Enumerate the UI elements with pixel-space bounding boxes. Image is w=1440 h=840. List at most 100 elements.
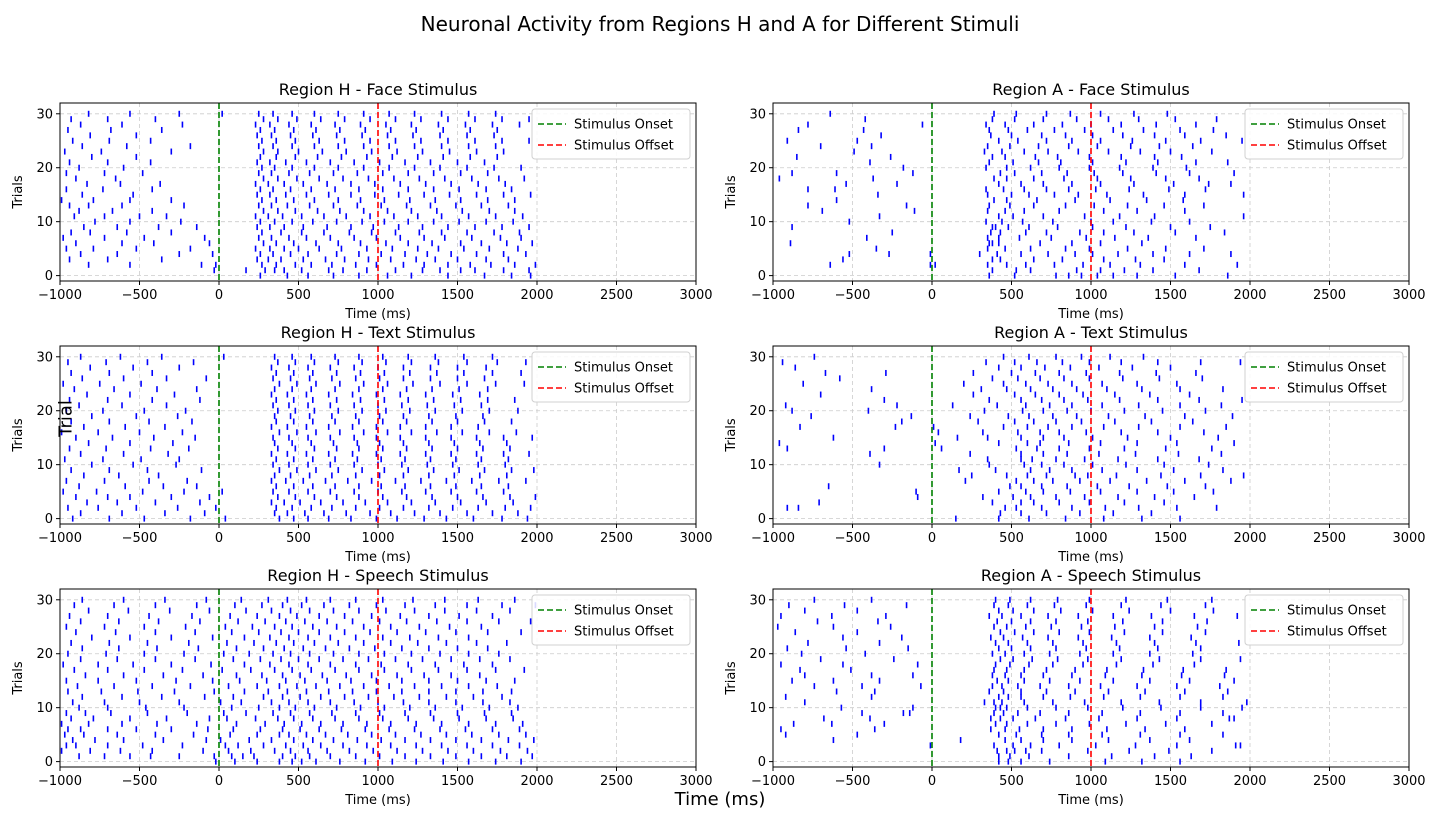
y-tick-label: 20 xyxy=(36,647,53,662)
legend-label: Stimulus Onset xyxy=(574,604,673,619)
x-tick-label: 1000 xyxy=(361,288,394,303)
x-tick-label: 2000 xyxy=(1233,531,1266,546)
x-tick-label: 500 xyxy=(286,774,311,789)
y-tick-label: 0 xyxy=(45,269,53,284)
spike-raster xyxy=(778,353,1245,522)
legend: Stimulus Onset Stimulus Offset xyxy=(531,108,691,160)
x-tick-label: 2000 xyxy=(520,774,553,789)
subplot-6: −1000 −500 0 500 1000 1500 2000 2500 3000 0 10 20 30… xyxy=(724,566,1426,808)
x-axis-label: Time (ms) xyxy=(1057,793,1124,808)
x-tick-label: 3000 xyxy=(679,531,712,546)
x-tick-label: 1000 xyxy=(361,774,394,789)
legend-label: Stimulus Onset xyxy=(1287,604,1386,619)
y-tick-label: 10 xyxy=(749,458,766,473)
x-tick-label: −1000 xyxy=(38,774,82,789)
y-axis-label: Trials xyxy=(724,418,739,453)
y-tick-label: 20 xyxy=(749,647,766,662)
figure-title: Neuronal Activity from Regions H and A f… xyxy=(420,12,1020,36)
legend: Stimulus Onset Stimulus Offset xyxy=(1244,351,1404,403)
x-tick-label: 500 xyxy=(286,531,311,546)
legend-label: Stimulus Offset xyxy=(574,382,674,397)
y-axis-label: Trials xyxy=(11,418,26,453)
x-axis-label: Time (ms) xyxy=(344,550,411,565)
y-tick-label: 0 xyxy=(758,269,766,284)
spike-raster xyxy=(776,596,1248,765)
x-tick-label: 0 xyxy=(928,774,936,789)
x-axis-label: Time (ms) xyxy=(344,793,411,808)
figure-x-label: Time (ms) xyxy=(674,789,766,810)
x-tick-label: 500 xyxy=(999,288,1024,303)
x-tick-label: −1000 xyxy=(38,288,82,303)
legend: Stimulus Onset Stimulus Offset xyxy=(531,594,691,646)
y-tick-label: 30 xyxy=(749,350,766,365)
y-axis-label: Trials xyxy=(724,175,739,210)
x-tick-label: 2500 xyxy=(600,288,633,303)
x-axis-label: Time (ms) xyxy=(1057,307,1124,322)
y-tick-label: 20 xyxy=(36,404,53,419)
x-tick-label: 1500 xyxy=(1154,774,1187,789)
y-tick-label: 20 xyxy=(36,161,53,176)
legend-label: Stimulus Onset xyxy=(574,361,673,376)
x-tick-label: −1000 xyxy=(751,531,795,546)
x-tick-label: 1500 xyxy=(441,531,474,546)
y-tick-label: 20 xyxy=(749,404,766,419)
spike-raster xyxy=(60,110,537,279)
x-axis-label: Time (ms) xyxy=(344,307,411,322)
legend-label: Stimulus Onset xyxy=(574,118,673,133)
y-tick-label: 20 xyxy=(749,161,766,176)
x-tick-label: 2500 xyxy=(1313,288,1346,303)
y-tick-label: 10 xyxy=(36,458,53,473)
legend: Stimulus Onset Stimulus Offset xyxy=(531,351,691,403)
legend-label: Stimulus Offset xyxy=(574,139,674,154)
x-tick-label: 1500 xyxy=(1154,288,1187,303)
legend-box xyxy=(531,351,691,403)
x-tick-label: 3000 xyxy=(1392,774,1425,789)
legend-label: Stimulus Onset xyxy=(1287,118,1386,133)
y-tick-label: 30 xyxy=(36,593,53,608)
y-tick-label: 10 xyxy=(36,215,53,230)
legend-box xyxy=(1244,594,1404,646)
figure-y-label: Trial xyxy=(55,400,77,437)
x-tick-label: 3000 xyxy=(1392,531,1425,546)
x-tick-label: 2000 xyxy=(520,288,553,303)
x-tick-label: 500 xyxy=(999,774,1024,789)
y-tick-label: 10 xyxy=(749,701,766,716)
x-tick-label: 0 xyxy=(928,288,936,303)
y-tick-label: 0 xyxy=(758,512,766,527)
legend: Stimulus Onset Stimulus Offset xyxy=(1244,108,1404,160)
y-tick-label: 10 xyxy=(749,215,766,230)
legend: Stimulus Onset Stimulus Offset xyxy=(1244,594,1404,646)
x-tick-label: 500 xyxy=(999,531,1024,546)
subplot-title: Region H - Speech Stimulus xyxy=(267,566,488,585)
x-tick-label: −500 xyxy=(835,774,871,789)
x-tick-label: 1500 xyxy=(441,288,474,303)
legend-label: Stimulus Offset xyxy=(1287,625,1387,640)
x-axis-label: Time (ms) xyxy=(1057,550,1124,565)
y-tick-label: 10 xyxy=(36,701,53,716)
x-tick-label: 1000 xyxy=(1074,774,1107,789)
legend-box xyxy=(531,108,691,160)
x-tick-label: 2500 xyxy=(600,774,633,789)
x-tick-label: 1000 xyxy=(1074,531,1107,546)
x-tick-label: 0 xyxy=(928,531,936,546)
legend-box xyxy=(531,594,691,646)
x-tick-label: −1000 xyxy=(38,531,82,546)
x-tick-label: 0 xyxy=(215,288,223,303)
y-axis-label: Trials xyxy=(11,661,26,696)
legend-box xyxy=(1244,351,1404,403)
y-tick-label: 30 xyxy=(36,350,53,365)
x-tick-label: 1500 xyxy=(441,774,474,789)
subplot-5: −1000 −500 0 500 1000 1500 2000 2500 3000 0 10 20 30… xyxy=(11,566,713,808)
x-tick-label: 0 xyxy=(215,531,223,546)
legend-label: Stimulus Offset xyxy=(574,625,674,640)
y-axis-label: Trials xyxy=(11,175,26,210)
x-tick-label: 2000 xyxy=(1233,288,1266,303)
x-tick-label: 2000 xyxy=(1233,774,1266,789)
y-tick-label: 30 xyxy=(749,593,766,608)
x-tick-label: 0 xyxy=(215,774,223,789)
y-axis-label: Trials xyxy=(724,661,739,696)
x-tick-label: 2500 xyxy=(600,531,633,546)
x-tick-label: 3000 xyxy=(679,774,712,789)
subplot-title: Region A - Text Stimulus xyxy=(994,323,1188,342)
